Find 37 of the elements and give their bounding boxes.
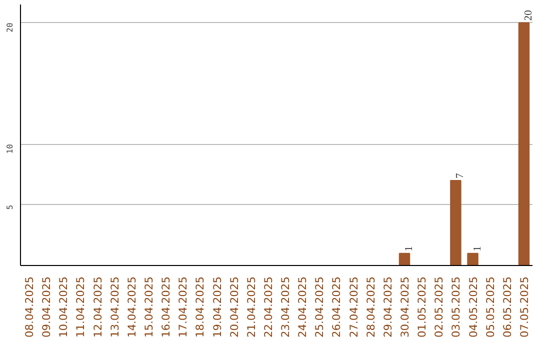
x-tick-label: 12.04.2025 <box>91 276 104 338</box>
x-tick-label: 23.04.2025 <box>279 276 292 338</box>
x-tick-label: 07.05.2025 <box>518 276 531 338</box>
x-tick-label: 30.04.2025 <box>398 276 412 338</box>
x-tick-label: 19.04.2025 <box>210 276 224 338</box>
x-tick-label: 01.05.2025 <box>416 276 429 338</box>
y-tick-label: 20 <box>6 22 14 32</box>
data-label: 1 <box>472 246 484 252</box>
x-tick-label: 15.04.2025 <box>142 276 156 338</box>
x-tick-label: 04.05.2025 <box>466 276 480 338</box>
x-tick-label: 02.05.2025 <box>432 276 446 338</box>
x-tick-label: 08.04.2025 <box>23 276 36 338</box>
x-tick-label: 24.04.2025 <box>296 276 310 338</box>
y-tick-label: 5 <box>6 204 14 210</box>
x-tick-label: 05.05.2025 <box>484 276 497 338</box>
x-tick-label: 11.04.2025 <box>74 276 88 338</box>
x-tick-label: 28.04.2025 <box>364 276 378 338</box>
x-tick-label: 25.04.2025 <box>313 276 326 338</box>
data-label: 1 <box>404 246 415 252</box>
x-tick-label: 20.04.2025 <box>228 276 241 338</box>
x-tick-label: 10.04.2025 <box>57 276 70 338</box>
x-tick-label: 26.04.2025 <box>330 276 344 338</box>
data-label: 20 <box>523 10 534 21</box>
x-tick-label: 06.05.2025 <box>500 276 514 338</box>
y-tick-label: 10 <box>6 144 14 154</box>
x-tick-label: 22.04.2025 <box>262 276 275 338</box>
x-tick-label: 09.04.2025 <box>40 276 54 338</box>
x-tick-label: 29.04.2025 <box>381 276 394 338</box>
x-tick-label: 14.04.2025 <box>125 276 138 338</box>
data-label: 7 <box>455 172 466 179</box>
x-tick-label: 16.04.2025 <box>160 276 173 338</box>
x-tick-label: 17.04.2025 <box>176 276 190 338</box>
x-tick-label: 21.04.2025 <box>244 276 258 338</box>
x-tick-label: 27.04.2025 <box>347 276 360 338</box>
x-tick-label: 18.04.2025 <box>194 276 207 338</box>
x-tick-label: 03.05.2025 <box>450 276 463 338</box>
x-tick-label: 13.04.2025 <box>108 276 122 338</box>
